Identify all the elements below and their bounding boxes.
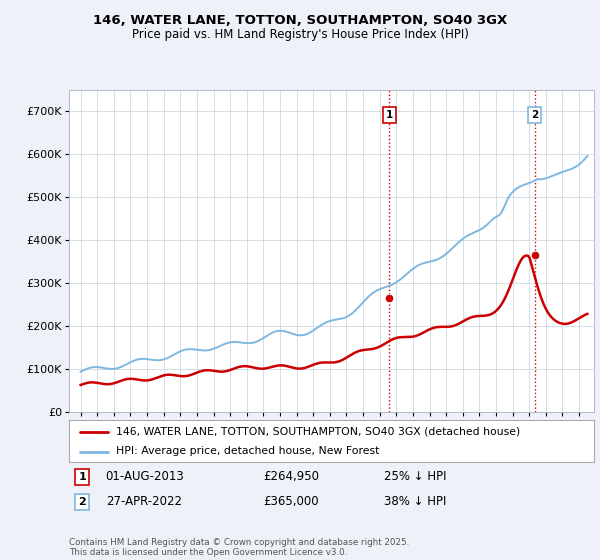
Text: Price paid vs. HM Land Registry's House Price Index (HPI): Price paid vs. HM Land Registry's House … bbox=[131, 28, 469, 41]
Text: 1: 1 bbox=[386, 110, 393, 120]
Text: 146, WATER LANE, TOTTON, SOUTHAMPTON, SO40 3GX: 146, WATER LANE, TOTTON, SOUTHAMPTON, SO… bbox=[93, 14, 507, 27]
Text: 2: 2 bbox=[78, 497, 86, 507]
Text: 146, WATER LANE, TOTTON, SOUTHAMPTON, SO40 3GX (detached house): 146, WATER LANE, TOTTON, SOUTHAMPTON, SO… bbox=[116, 427, 521, 437]
Text: £365,000: £365,000 bbox=[263, 496, 319, 508]
Text: 2: 2 bbox=[531, 110, 538, 120]
Text: HPI: Average price, detached house, New Forest: HPI: Average price, detached house, New … bbox=[116, 446, 380, 456]
Text: 01-AUG-2013: 01-AUG-2013 bbox=[106, 470, 185, 483]
Text: 27-APR-2022: 27-APR-2022 bbox=[106, 496, 182, 508]
Text: 25% ↓ HPI: 25% ↓ HPI bbox=[384, 470, 446, 483]
Text: £264,950: £264,950 bbox=[263, 470, 319, 483]
Text: 38% ↓ HPI: 38% ↓ HPI bbox=[384, 496, 446, 508]
Text: Contains HM Land Registry data © Crown copyright and database right 2025.
This d: Contains HM Land Registry data © Crown c… bbox=[69, 538, 409, 557]
Text: 1: 1 bbox=[78, 472, 86, 482]
